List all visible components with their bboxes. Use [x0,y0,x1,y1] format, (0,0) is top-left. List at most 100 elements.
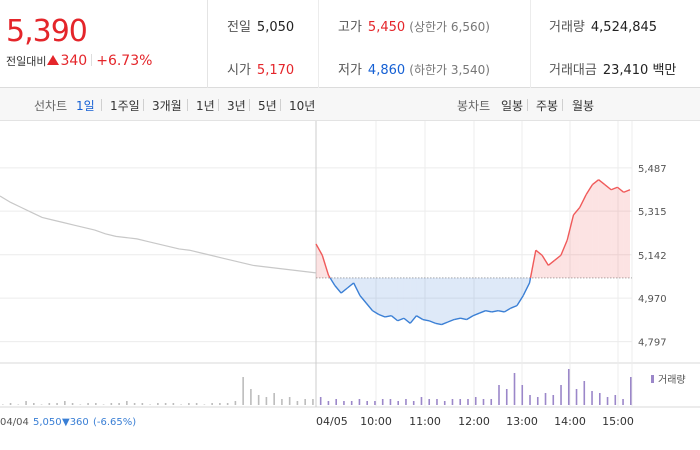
price-line-segment [460,317,467,321]
area-fill [617,187,624,278]
volume-legend-swatch [651,375,654,383]
x-tick-label: 11:00 [409,415,441,428]
tab-5year[interactable]: 5년 [258,99,277,113]
price-line-segment [554,254,562,261]
tab-1year[interactable]: 1년 [196,99,215,113]
divider [562,99,563,111]
price-line-segment [447,318,455,323]
area-fill [416,277,423,320]
volume-bar [304,399,306,405]
volume-bar [87,403,89,405]
volume-bar [606,397,609,405]
volume-bar [443,401,446,405]
x-tick-label: 14:00 [554,415,586,428]
volume-bar [288,397,291,405]
divider [318,0,319,88]
area-fill [447,277,455,323]
line-chart-label: 선차트 [34,99,68,113]
price-line-segment [516,295,524,307]
tab-3month[interactable]: 3개월 [152,99,182,113]
chart-fills [316,179,630,325]
volume-bar [567,369,570,405]
price-chart-svg: 5,487 5,315 5,142 4,970 4,797 04/05 10:00 11:0… [0,121,700,428]
volume-bar [467,399,469,405]
x-tick-label: 10:00 [360,415,392,428]
tab-1week[interactable]: 1주일 [110,99,140,113]
tab-10year[interactable]: 10년 [289,99,316,113]
price-line-segment [510,304,518,309]
tab-weekly[interactable]: 주봉 [536,99,559,113]
volume-bar [17,404,20,405]
volume-bar [157,403,159,405]
area-fill [422,277,430,321]
area-fill [403,277,411,324]
price-line-segment [329,277,336,286]
area-fill [504,277,511,312]
area-fill [441,277,448,325]
y-tick-label: 5,315 [638,207,667,218]
price-line-segment [397,317,405,322]
divider [143,99,144,111]
area-fill [579,194,587,278]
change-percent: +6.73% [96,53,153,69]
area-fill [347,277,354,289]
volume-bar [505,389,508,405]
price-line-segment [598,179,606,186]
price-line-segment [579,194,587,208]
volume-bar [536,397,539,405]
area-fill [604,184,612,278]
price-line-segment [321,255,330,276]
volume-bar [226,403,229,405]
divider [187,99,188,111]
area-fill [516,277,524,306]
price-line-segment [528,277,532,284]
volume-bar [164,403,167,405]
price-line-segment [591,179,600,186]
volume-bar [188,403,190,405]
price-line-segment [572,206,581,216]
price-line-segment [422,318,430,322]
divider [218,99,219,111]
x-tick-label: 12:00 [458,415,490,428]
volume-bar [490,399,493,405]
prev-day-date: 04/04 [0,417,29,428]
price-line-segment [409,315,418,324]
y-tick-label: 4,970 [638,294,667,305]
volume-bar [459,399,462,405]
stat-open: 시가 5,170 [227,63,295,78]
volume-bar [211,403,213,405]
y-axis-labels: 5,487 5,315 5,142 4,970 4,797 [638,164,667,349]
volume-bar [95,403,97,405]
volume-bar [319,397,322,405]
price-line-segment [428,320,436,324]
up-triangle-icon [47,55,60,65]
tab-monthly[interactable]: 월봉 [572,99,595,113]
area-fill [586,184,593,278]
tab-daily[interactable]: 일봉 [501,99,524,113]
volume-bar [374,401,376,405]
volume-bar [56,403,58,405]
tab-3year[interactable]: 3년 [227,99,246,113]
x-tick-label: 15:00 [602,415,634,428]
volume-bar [552,395,555,405]
divider [280,99,281,111]
volume-bar [48,403,51,405]
volume-bar [622,399,624,405]
volume-bar [126,401,128,405]
price-line-segment [547,259,556,266]
price-chart: 5,487 5,315 5,142 4,970 4,797 04/05 10:00 11:0… [0,121,700,450]
prev-day-change: ▼360 [62,417,89,428]
area-fill [573,207,580,278]
current-price: 5,390 [6,14,88,49]
volume-bar [64,401,66,405]
stat-low: 저가 4,860 (하한가 3,540) [338,63,490,78]
area-fill [410,277,417,324]
area-fill [623,189,630,278]
tab-1day[interactable]: 1일 [76,99,95,113]
price-line-segment [378,313,386,318]
prev-day-line [0,195,317,274]
price-line-segment [315,243,323,256]
price-line-segment [566,214,575,241]
price-line-segment [522,282,531,296]
volume-bar [25,401,27,405]
